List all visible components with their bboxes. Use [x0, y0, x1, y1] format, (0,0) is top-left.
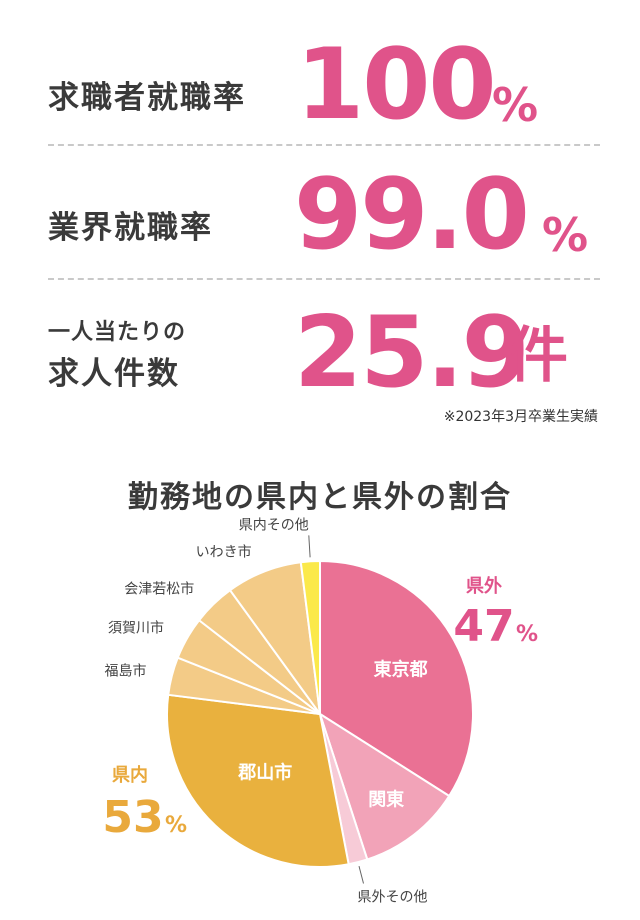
stat-unit: % [492, 78, 539, 132]
slice-label-koriyama: 郡山市 [237, 761, 292, 783]
leader-line [308, 535, 311, 558]
pie-slice-koriyama [166, 693, 350, 868]
group-name-outside: 県外 [466, 575, 502, 597]
slice-label-iwaki: いわき市 [196, 543, 252, 560]
chart-title: 勤務地の県内と県外の割合 [128, 480, 512, 515]
stat-label: 求人件数 [48, 356, 180, 392]
slice-label-aizuwakamatsu: 会津若松市 [124, 580, 194, 597]
group-percent-outside: 47 [453, 601, 514, 652]
slice-label-inside-other: 県内その他 [239, 517, 309, 533]
stat-unit: 件 [508, 321, 568, 391]
group-unit-outside: % [516, 622, 538, 647]
stat-row-job-offers: 一人当たりの 求人件数 25.9 件 [48, 296, 600, 410]
group-name-inside: 県内 [112, 764, 148, 786]
group-percent-inside: 53 [102, 792, 163, 843]
stat-label: 求職者就職率 [48, 80, 246, 116]
slice-label-fukushima: 福島市 [104, 662, 146, 679]
group-unit-inside: % [165, 813, 187, 838]
stat-unit: % [542, 208, 589, 262]
footnote: ※2023年3月卒業生実績 [443, 409, 598, 425]
stat-value: 100 [296, 28, 497, 142]
divider [48, 144, 600, 146]
pie-slice-kanto [318, 711, 451, 861]
slice-label-kanto: 関東 [368, 788, 404, 810]
stat-row-job-seeker-rate: 求職者就職率 100 % [48, 36, 600, 140]
divider [48, 278, 600, 280]
slice-label-tokyo: 東京都 [374, 659, 428, 681]
stat-row-industry-rate: 業界就職率 99.0 % [48, 166, 600, 270]
stat-value: 25.9 [294, 296, 530, 410]
stat-value: 99.0 [294, 158, 530, 272]
slice-label-outside-other: 県外その他 [358, 890, 428, 906]
stat-label: 業界就職率 [48, 210, 213, 246]
stat-prefix: 一人当たりの [48, 320, 187, 345]
slice-label-sukagawa: 須賀川市 [108, 619, 164, 636]
leader-line [358, 865, 364, 884]
pie-slice-inside-other [299, 559, 321, 715]
